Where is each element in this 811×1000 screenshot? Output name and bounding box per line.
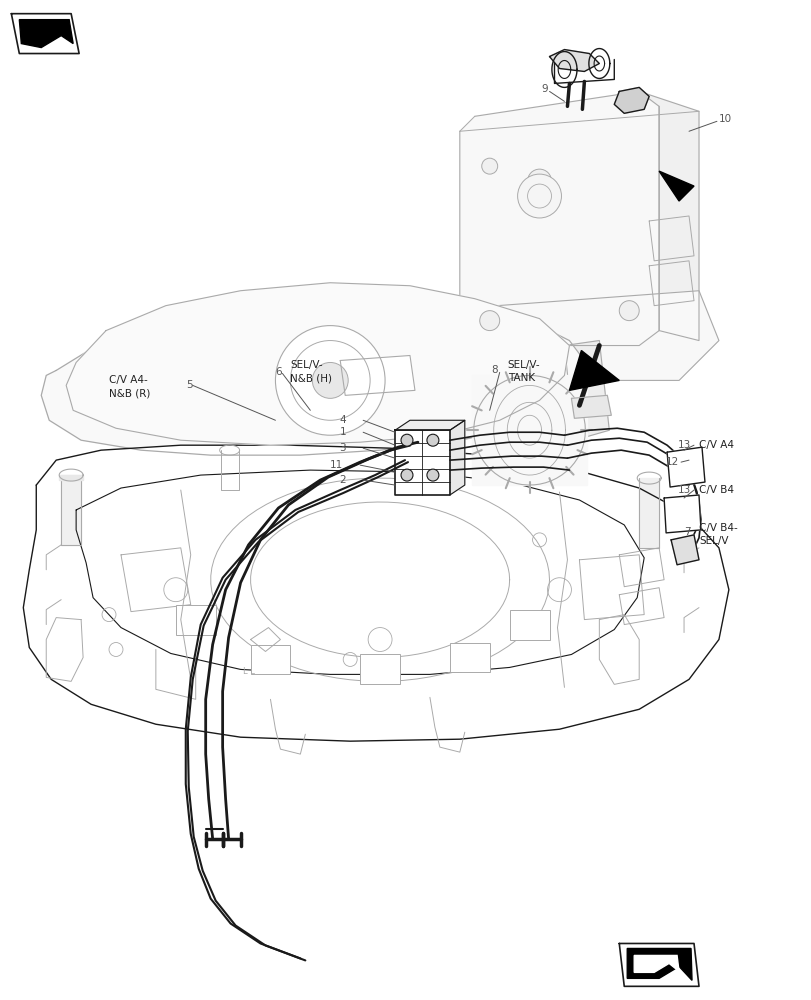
Text: 13: 13 xyxy=(677,485,690,495)
Polygon shape xyxy=(394,420,464,430)
Bar xyxy=(509,610,549,640)
Bar xyxy=(360,654,400,684)
Circle shape xyxy=(517,174,560,218)
Polygon shape xyxy=(66,283,569,445)
Text: 1: 1 xyxy=(339,427,345,437)
Text: C/V B4: C/V B4 xyxy=(698,485,733,495)
Polygon shape xyxy=(59,475,83,480)
Circle shape xyxy=(275,326,384,435)
Polygon shape xyxy=(61,475,81,545)
Text: L L: L L xyxy=(242,667,254,676)
Polygon shape xyxy=(659,171,693,201)
Text: 13: 13 xyxy=(677,440,690,450)
Polygon shape xyxy=(449,420,464,495)
Text: 12: 12 xyxy=(665,457,678,467)
Circle shape xyxy=(527,169,551,193)
Circle shape xyxy=(312,362,348,398)
Polygon shape xyxy=(571,395,611,418)
Text: C/V B4-: C/V B4- xyxy=(698,523,737,533)
Bar xyxy=(251,645,290,674)
Polygon shape xyxy=(471,375,586,485)
Bar xyxy=(175,605,216,635)
Circle shape xyxy=(427,434,439,446)
Text: 4: 4 xyxy=(339,415,345,425)
Text: TANK: TANK xyxy=(507,373,534,383)
Text: 3: 3 xyxy=(339,443,345,453)
Text: 11: 11 xyxy=(329,460,343,470)
Circle shape xyxy=(479,311,499,331)
Text: C/V A4-: C/V A4- xyxy=(109,375,148,385)
Circle shape xyxy=(401,434,413,446)
Polygon shape xyxy=(670,535,698,565)
Bar xyxy=(449,643,489,672)
Polygon shape xyxy=(663,495,700,533)
Text: N&B (H): N&B (H) xyxy=(290,373,332,383)
Text: C/V A4: C/V A4 xyxy=(698,440,733,450)
Polygon shape xyxy=(459,91,659,346)
Polygon shape xyxy=(549,50,599,71)
Text: 6: 6 xyxy=(275,367,281,377)
Text: 2: 2 xyxy=(339,475,345,485)
Text: 10: 10 xyxy=(718,114,732,124)
Text: 5: 5 xyxy=(186,380,192,390)
Polygon shape xyxy=(564,341,608,440)
Text: N&B (R): N&B (R) xyxy=(109,388,150,398)
Polygon shape xyxy=(410,291,718,380)
Polygon shape xyxy=(614,87,648,113)
Circle shape xyxy=(619,301,638,321)
Polygon shape xyxy=(19,20,73,48)
Polygon shape xyxy=(41,291,584,455)
Polygon shape xyxy=(569,351,619,390)
Text: 9: 9 xyxy=(540,84,547,94)
Text: 7: 7 xyxy=(684,527,690,537)
Polygon shape xyxy=(633,955,678,972)
Text: SEL/V-: SEL/V- xyxy=(507,360,539,370)
Polygon shape xyxy=(340,355,414,395)
Polygon shape xyxy=(626,948,691,980)
Polygon shape xyxy=(24,445,728,741)
Text: SEL/V-: SEL/V- xyxy=(290,360,323,370)
Polygon shape xyxy=(394,430,449,495)
Polygon shape xyxy=(638,478,659,548)
Circle shape xyxy=(401,469,413,481)
Text: 8: 8 xyxy=(491,365,497,375)
Text: SEL/V: SEL/V xyxy=(698,536,727,546)
Circle shape xyxy=(427,469,439,481)
Circle shape xyxy=(481,158,497,174)
Polygon shape xyxy=(667,447,704,487)
Polygon shape xyxy=(638,91,698,341)
